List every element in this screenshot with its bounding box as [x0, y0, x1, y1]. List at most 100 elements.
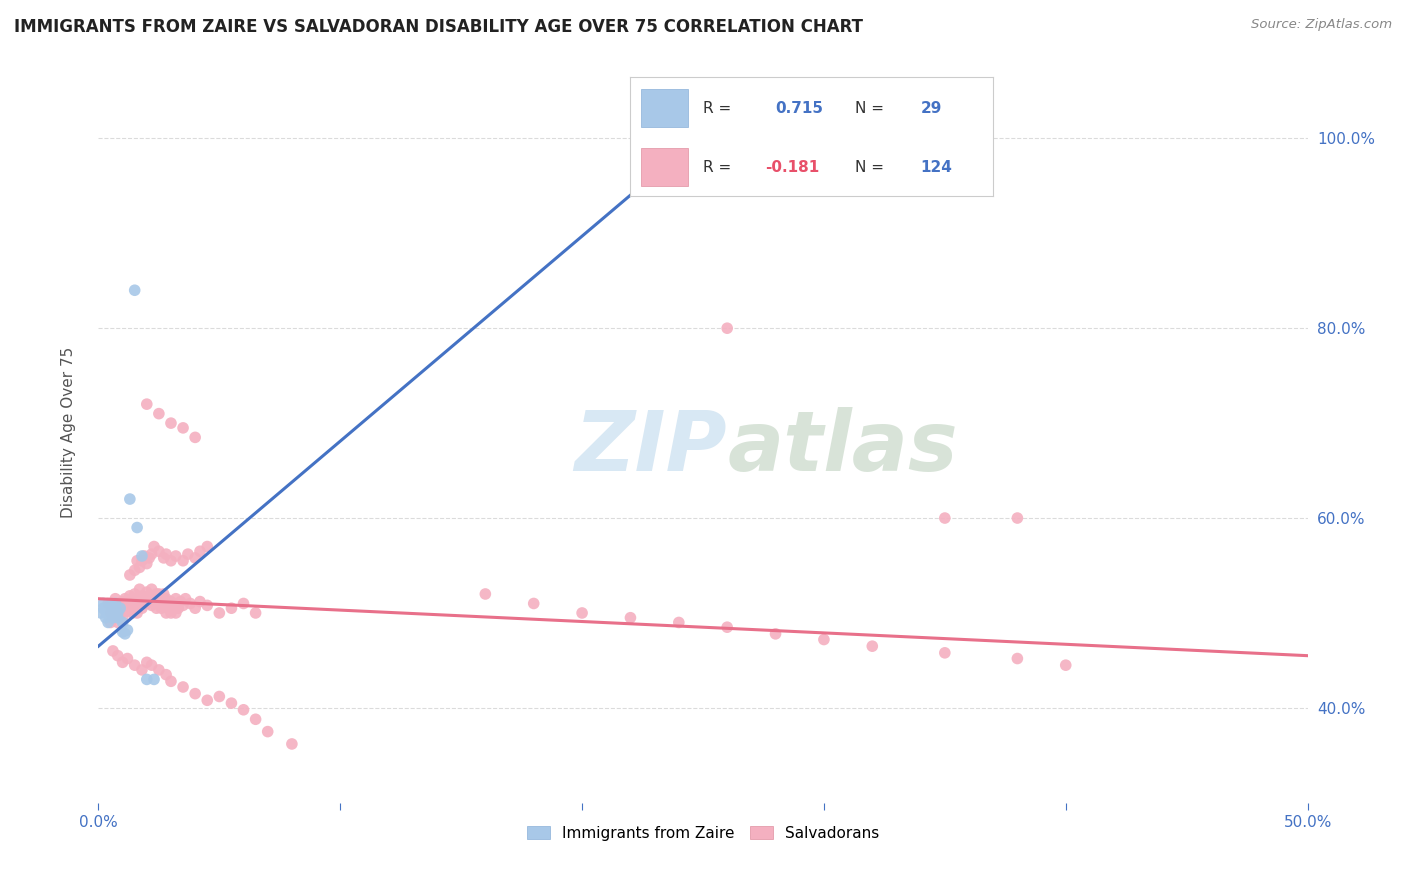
Point — [91, 601, 114, 615]
Point — [155, 606, 177, 620]
Point — [101, 644, 124, 658]
Point — [160, 674, 183, 689]
Point — [281, 737, 304, 751]
Point — [619, 610, 641, 624]
Point — [131, 589, 153, 603]
Point — [97, 601, 120, 615]
Point — [571, 606, 593, 620]
Point — [108, 601, 131, 615]
Point — [165, 606, 187, 620]
Point — [169, 594, 191, 608]
Point — [208, 606, 231, 620]
Point — [188, 594, 211, 608]
Point — [111, 656, 134, 670]
Point — [165, 549, 187, 563]
Point — [135, 397, 157, 411]
Point — [131, 663, 153, 677]
Point — [90, 606, 112, 620]
Point — [104, 606, 127, 620]
Point — [134, 549, 156, 563]
Point — [114, 627, 136, 641]
Point — [114, 591, 136, 606]
Point — [118, 568, 141, 582]
Point — [162, 599, 184, 613]
Point — [117, 604, 139, 618]
Point — [174, 591, 197, 606]
Point — [143, 591, 166, 606]
Point — [221, 696, 243, 710]
Point — [155, 591, 177, 606]
Point — [101, 610, 124, 624]
Point — [716, 321, 738, 335]
Point — [100, 606, 122, 620]
Point — [107, 610, 129, 624]
Point — [1007, 651, 1029, 665]
Point — [155, 667, 177, 681]
Point — [121, 594, 143, 608]
Point — [150, 601, 173, 615]
Point — [117, 651, 139, 665]
Point — [179, 597, 201, 611]
Point — [94, 610, 117, 624]
Point — [155, 547, 177, 561]
Point — [150, 591, 173, 606]
Point — [138, 550, 160, 565]
Point — [101, 603, 124, 617]
Point — [765, 627, 787, 641]
Point — [127, 591, 149, 606]
Point — [860, 639, 883, 653]
Point — [668, 615, 690, 630]
Point — [245, 712, 267, 726]
Point — [148, 587, 170, 601]
Point — [104, 601, 127, 615]
Point — [232, 703, 254, 717]
Point — [152, 587, 174, 601]
Point — [108, 607, 131, 622]
Point — [145, 601, 167, 615]
Point — [165, 591, 187, 606]
Point — [141, 547, 163, 561]
Point — [131, 549, 153, 563]
Point — [523, 597, 546, 611]
Point — [124, 563, 146, 577]
Point — [107, 606, 129, 620]
Point — [157, 601, 180, 615]
Point — [221, 601, 243, 615]
Point — [124, 283, 146, 297]
Point — [118, 491, 141, 506]
Point — [121, 606, 143, 620]
Point — [160, 606, 183, 620]
Point — [97, 597, 120, 611]
Point — [474, 587, 496, 601]
Point — [141, 658, 163, 673]
Point — [172, 599, 194, 613]
Point — [127, 606, 149, 620]
Point — [108, 601, 131, 615]
Point — [143, 673, 166, 687]
Point — [124, 658, 146, 673]
Point — [160, 554, 183, 568]
Point — [232, 597, 254, 611]
Point — [131, 554, 153, 568]
Point — [934, 646, 956, 660]
Point — [104, 607, 127, 622]
Point — [172, 421, 194, 435]
Point — [152, 597, 174, 611]
Point — [177, 547, 200, 561]
Point — [100, 615, 122, 630]
Point — [256, 724, 278, 739]
Y-axis label: Disability Age Over 75: Disability Age Over 75 — [60, 347, 76, 518]
Point — [141, 599, 163, 613]
Point — [148, 407, 170, 421]
Point — [813, 632, 835, 647]
Point — [100, 606, 122, 620]
Point — [101, 610, 124, 624]
Point — [135, 557, 157, 571]
Point — [143, 540, 166, 554]
Point — [111, 624, 134, 639]
Point — [148, 594, 170, 608]
Point — [128, 582, 150, 597]
Point — [1054, 658, 1077, 673]
Point — [127, 520, 149, 534]
Point — [100, 599, 122, 613]
